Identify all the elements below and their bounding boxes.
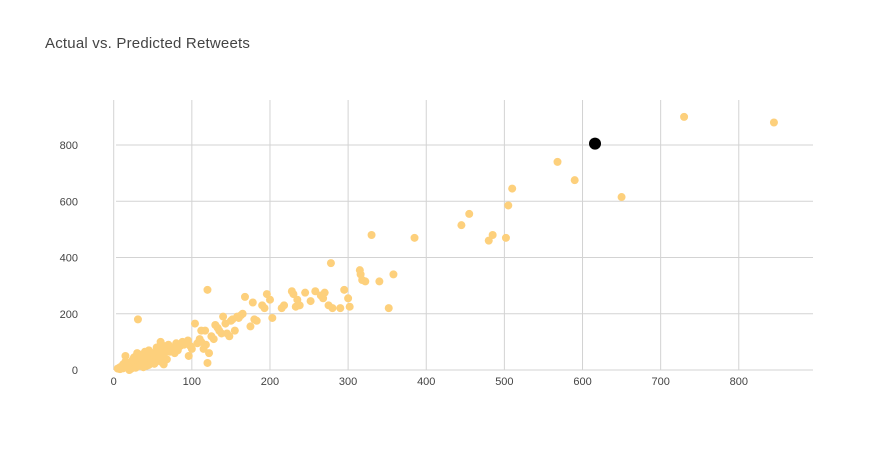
scatter-point[interactable] bbox=[248, 298, 257, 307]
scatter-point[interactable] bbox=[295, 301, 304, 310]
grid-lines bbox=[113, 100, 813, 371]
scatter-point[interactable] bbox=[280, 301, 289, 310]
y-tick-label: 200 bbox=[60, 309, 78, 321]
scatter-point[interactable] bbox=[361, 277, 370, 286]
scatter-point[interactable] bbox=[125, 366, 134, 374]
scatter-point[interactable] bbox=[384, 304, 393, 313]
scatter-point[interactable] bbox=[410, 233, 419, 242]
x-tick-label: 500 bbox=[495, 376, 513, 388]
scatter-point[interactable] bbox=[121, 351, 130, 360]
scatter-point[interactable] bbox=[367, 231, 376, 239]
scatter-point[interactable] bbox=[268, 313, 277, 322]
scatter-point[interactable] bbox=[190, 319, 199, 328]
x-tick-label: 800 bbox=[730, 376, 748, 388]
scatter-point[interactable] bbox=[680, 112, 689, 121]
scatter-point[interactable] bbox=[133, 315, 142, 324]
scatter-point[interactable] bbox=[375, 277, 384, 286]
scatter-point[interactable] bbox=[265, 295, 274, 304]
chart-title: Actual vs. Predicted Retweets bbox=[45, 35, 251, 52]
scatter-point[interactable] bbox=[488, 231, 497, 239]
scatter-point[interactable] bbox=[508, 184, 517, 193]
scatter-point[interactable] bbox=[617, 193, 626, 202]
x-tick-label: 100 bbox=[183, 376, 201, 388]
x-tick-label: 200 bbox=[261, 376, 279, 388]
scatter-point[interactable] bbox=[306, 297, 315, 306]
scatter-point[interactable] bbox=[197, 337, 206, 346]
scatter-point[interactable] bbox=[170, 349, 179, 358]
scatter-point[interactable] bbox=[501, 233, 510, 242]
scatter-point[interactable] bbox=[326, 259, 335, 268]
y-tick-label: 800 bbox=[60, 140, 78, 152]
x-tick-label: 300 bbox=[339, 376, 357, 388]
highlighted-point[interactable] bbox=[589, 137, 602, 150]
scatter-point[interactable] bbox=[457, 221, 466, 230]
scatter-point[interactable] bbox=[129, 355, 138, 364]
scatter-point[interactable] bbox=[328, 304, 337, 313]
scatter-point[interactable] bbox=[186, 342, 195, 351]
scatter-point[interactable] bbox=[240, 292, 249, 301]
y-tick-label: 0 bbox=[72, 365, 78, 377]
scatter-point[interactable] bbox=[142, 361, 151, 370]
scatter-point[interactable] bbox=[203, 358, 212, 367]
scatter-point[interactable] bbox=[230, 326, 239, 335]
scatter-point[interactable] bbox=[137, 352, 146, 361]
scatter-point[interactable] bbox=[184, 351, 193, 360]
scatter-point[interactable] bbox=[311, 287, 320, 296]
x-tick-label: 700 bbox=[651, 376, 669, 388]
x-tick-label: 600 bbox=[573, 376, 591, 388]
scatter-point[interactable] bbox=[217, 329, 226, 338]
scatter-point[interactable] bbox=[203, 285, 212, 294]
y-tick-label: 400 bbox=[60, 253, 78, 265]
tick-labels: 0 100 200 300 400 500 600 700 800 0 200 400 600 800 bbox=[60, 140, 748, 388]
x-tick-label: 0 bbox=[111, 376, 117, 388]
scatter-point[interactable] bbox=[769, 118, 778, 127]
scatter-point[interactable] bbox=[289, 290, 298, 299]
scatter-point[interactable] bbox=[246, 322, 255, 331]
scatter-point[interactable] bbox=[205, 349, 214, 358]
scatter-point[interactable] bbox=[344, 294, 353, 303]
scatter-point[interactable] bbox=[252, 316, 261, 325]
data-points bbox=[113, 112, 778, 374]
scatter-point[interactable] bbox=[570, 176, 579, 185]
scatter-point[interactable] bbox=[301, 288, 310, 297]
scatter-point[interactable] bbox=[260, 304, 269, 313]
scatter-point[interactable] bbox=[465, 209, 474, 218]
scatter-point[interactable] bbox=[209, 335, 218, 344]
scatter-point[interactable] bbox=[484, 236, 493, 245]
x-tick-label: 400 bbox=[417, 376, 435, 388]
y-tick-label: 600 bbox=[60, 196, 78, 208]
scatter-point[interactable] bbox=[336, 304, 345, 313]
scatter-point[interactable] bbox=[340, 285, 349, 294]
scatter-point[interactable] bbox=[238, 309, 247, 318]
scatter-point[interactable] bbox=[155, 353, 164, 362]
scatter-point[interactable] bbox=[389, 270, 398, 279]
scatter-point[interactable] bbox=[225, 332, 234, 341]
scatter-point[interactable] bbox=[320, 288, 329, 297]
scatter-point[interactable] bbox=[159, 360, 168, 369]
scatter-point[interactable] bbox=[201, 326, 210, 335]
scatter-point[interactable] bbox=[553, 157, 562, 166]
highlight-points bbox=[589, 137, 602, 150]
scatter-point[interactable] bbox=[345, 302, 354, 311]
scatter-point[interactable] bbox=[219, 312, 228, 321]
scatter-point[interactable] bbox=[504, 201, 513, 210]
